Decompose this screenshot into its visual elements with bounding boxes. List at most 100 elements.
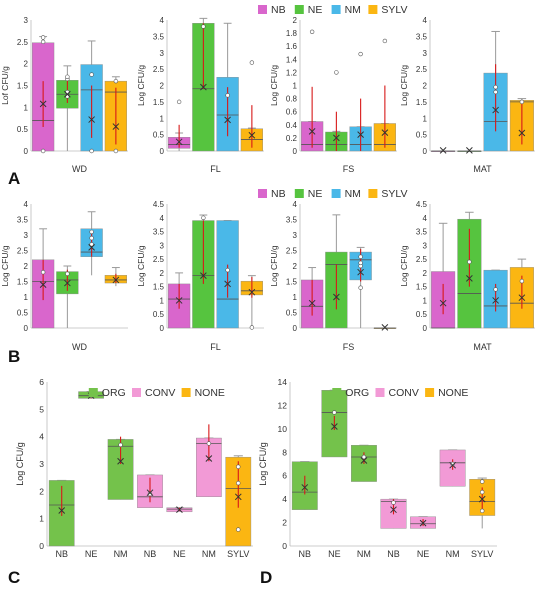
panel-a-wd-xlabel: WD: [72, 164, 87, 174]
panel-b-wd-ytick-1: 0.5: [17, 309, 29, 318]
panel-b-wd-ytick-7: 3.5: [17, 216, 29, 225]
panel-b-fs-nm-point-3: [358, 254, 363, 259]
panel-c-nb-org-0-mean-marker: [58, 507, 66, 514]
panel-a-legend-swatch-nm: [331, 5, 341, 14]
panel-a-mat-xlabel: MAT: [473, 164, 492, 174]
panel-b-fs-xlabel: FS: [343, 342, 355, 352]
panel-b-wd-nm-mean-marker: [88, 244, 95, 251]
panel-b-wd-ytick-3: 1.5: [17, 278, 29, 287]
panel-a-wd-nb-mean-marker: [39, 100, 47, 108]
panel-b-fl-ytick-2: 1: [160, 296, 165, 305]
panel-a-fs-ne-mean-marker: [333, 134, 340, 142]
panel-d-nb-conv-3-point-0: [391, 500, 396, 505]
panel-b-mat-ytick-8: 4: [423, 214, 428, 223]
panel-a-fl-nb-mean-marker: [175, 138, 183, 146]
panel-b-fs-ytick-5: 2.5: [286, 247, 298, 256]
panel-b-fs-ytick-4: 2: [293, 262, 298, 271]
panel-a-fl-ytick-2: 1: [160, 114, 165, 123]
panel-a-fl-nm-point-0: [225, 93, 230, 98]
panel-a-wd-ytick-3: 1.5: [17, 82, 29, 91]
panel-a-legend-label-sylv: SYLV: [381, 4, 407, 16]
panel-d-legend: ORG CONV NONE: [332, 387, 468, 399]
panel-a-legend-swatch-nb: [258, 5, 267, 14]
panel-a-fs-ytick-1: 0.2: [286, 134, 298, 143]
panel-a-letter: A: [8, 169, 20, 188]
panel-b-legend-swatch-sylv: [368, 189, 378, 198]
panel-a-mat-nm-point-1: [493, 84, 498, 90]
panel-a-mat-ylabel: Log CFU/g: [399, 65, 409, 106]
panel-a-wd-subplot: 0 0.5 1 1.5 2 2.5 3 Lof CFU/g WD: [0, 16, 128, 174]
panel-a-fs-nb-point-0: [309, 29, 315, 34]
panel-b-fl-subplot: 0 0.5 1 1.5 2 2.5 3 3.5 4 4.5 Log CFU/g FL: [136, 200, 264, 352]
panel-c-ytick-3: 3: [39, 459, 44, 469]
panel-d-legend-label-conv: CONV: [389, 387, 419, 399]
panel-b-fl-ytick-3: 1.5: [153, 283, 165, 292]
panel-c-xtick-6: SYLV: [227, 549, 249, 559]
panel-b-fs-nm-point-2: [358, 260, 363, 266]
panel-c-xtick-3: NB: [144, 549, 157, 559]
panel-d-nm-conv-5-mean-marker: [449, 461, 456, 469]
panel-c-ytick-4: 4: [39, 432, 44, 442]
panel-d-ytick-6: 12: [278, 400, 288, 410]
panel-a-mat-ytick-4: 2: [423, 82, 428, 91]
panel-d-plot: 0 2 4 6 8 10 12 14 Log CFU/g NB NE NM NB NE NM SYLV: [258, 377, 497, 559]
panel-b-fs-sylv-mean-marker: [381, 324, 389, 331]
panel-a-fl-ytick-5: 2.5: [153, 65, 165, 74]
panel-a-fs-ytick-9: 1.8: [286, 29, 298, 38]
panel-a-fl-sylv-mean-marker: [248, 131, 256, 139]
panel-a-mat-nm-point-0: [493, 89, 498, 95]
panel-a-wd-ne-mean-marker: [64, 90, 71, 98]
panel-a-wd-ytick-6: 3: [24, 16, 29, 25]
panel-b-mat-sylv-point-0: [519, 278, 525, 284]
panel-a-mat-nb-mean-marker: [439, 146, 447, 154]
panel-d-ylabel: Log CFU/g: [258, 442, 268, 486]
panel-a-fl-nm-mean-marker: [224, 116, 231, 124]
panel-b-mat-xlabel: MAT: [473, 342, 492, 352]
panel-b-fl-ytick-5: 2.5: [153, 255, 165, 264]
panel-a-wd-nm-point-1: [89, 72, 94, 77]
panel-b-wd-ne-mean-marker: [64, 279, 71, 287]
panel-a-legend-label-nb: NB: [271, 4, 286, 16]
panel-a-fs-sylv-mean-marker: [381, 129, 389, 137]
panel-b-fs-nm-point-0: [358, 285, 363, 290]
panel-b-fs-ne-mean-marker: [333, 293, 340, 301]
panel-d-sylv-none-6-point-2: [480, 479, 485, 484]
panel-a-fs-ytick-3: 0.6: [286, 108, 298, 117]
panel-a-mat-ytick-3: 1.5: [416, 98, 428, 107]
panel-d-xtick-2: NM: [357, 549, 371, 559]
panel-a-fs-xlabel: FS: [343, 164, 355, 174]
panel-b-mat-ytick-3: 1.5: [416, 283, 428, 292]
panel-a-mat-ytick-2: 1: [423, 114, 428, 123]
panel-c-ne-conv-4-mean-marker: [176, 506, 183, 514]
panel-d-sylv-none-6-point-0: [480, 508, 485, 514]
panel-a-mat-ytick-6: 3: [423, 49, 428, 58]
panel-a-fl-ne-mean-marker: [200, 83, 207, 91]
panel-b-mat-nm-mean-marker: [492, 297, 499, 304]
panel-b-legend-swatch-ne: [294, 189, 304, 198]
panel-a-wd-sylv-point-1: [113, 78, 119, 84]
panel-d-legend-label-none: NONE: [438, 387, 468, 399]
panel-a-fl-ne-point-0: [201, 24, 206, 29]
panel-b-mat-ytick-4: 2: [423, 269, 428, 278]
panel-c-legend-swatch-none: [181, 388, 191, 397]
panel-d-legend-label-org: ORG: [345, 387, 369, 399]
panel-b-letter: B: [8, 347, 20, 366]
panel-a-wd-ytick-5: 2.5: [17, 38, 29, 47]
panel-b-wd-ylabel: Log CFU/g: [0, 245, 10, 286]
panel-b-wd-subplot: 0 0.5 1 1.5 2 2.5 3 3.5 4 Log CFU/g WD: [0, 200, 128, 352]
panel-b-mat-ne-mean-marker: [466, 275, 473, 282]
panel-b-mat-ytick-7: 3.5: [416, 228, 428, 237]
panel-c-xtick-1: NE: [85, 549, 98, 559]
panel-b-fl-ylabel: Log CFU/g: [136, 245, 146, 286]
panel-a-mat-subplot: 0 0.5 1 1.5 2 2.5 3 3.5 4 Log CFU/g MAT: [399, 16, 535, 174]
panel-a-wd-nm-point-0: [89, 148, 94, 154]
panel-a-mat-ytick-7: 3.5: [416, 32, 428, 41]
panel-c-plot: 0 1 2 3 4 5 6 Log CFU/g NB NE NM NB NE NM SYLV: [15, 377, 253, 559]
panel-c-xtick-5: NM: [202, 549, 216, 559]
panel-a-fl-ytick-3: 1.5: [153, 98, 165, 107]
panel-d-legend-swatch-none: [425, 388, 435, 397]
panel-d-legend-swatch-conv: [375, 388, 385, 397]
panel-a-wd-ytick-2: 1: [24, 103, 29, 112]
panel-a-legend-swatch-ne: [294, 5, 304, 14]
panel-c-letter: C: [8, 568, 20, 587]
